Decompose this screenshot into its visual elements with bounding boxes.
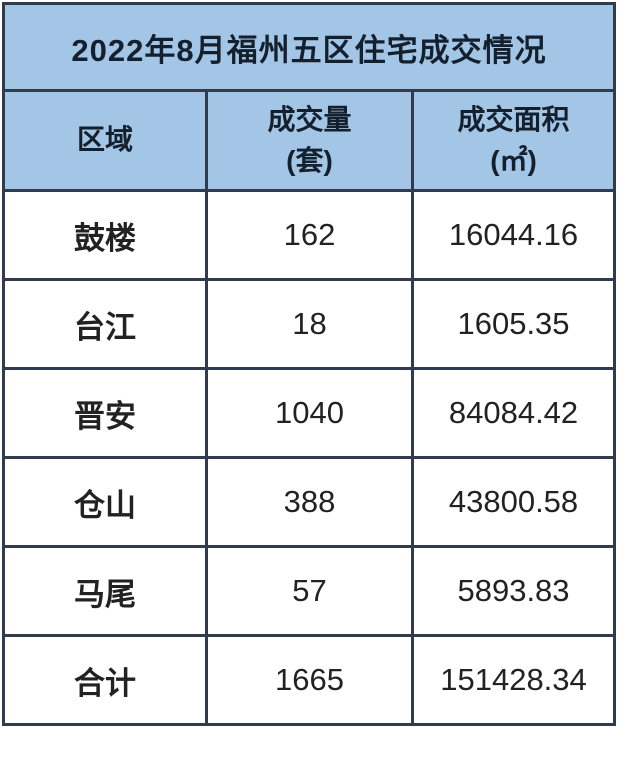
- table-row: 台江 18 1605.35: [2, 278, 617, 370]
- column-header-area-unit: (㎡): [490, 144, 537, 176]
- column-header-volume-label: 成交量: [267, 103, 352, 135]
- area-cell: 84084.42: [410, 367, 617, 459]
- title-row: 2022年8月福州五区住宅成交情况: [1, 2, 617, 92]
- volume-cell: 388: [205, 456, 414, 548]
- district-cell: 晋安: [2, 367, 208, 459]
- area-cell: 5893.83: [410, 545, 617, 637]
- district-cell: 马尾: [2, 545, 208, 637]
- area-cell-total: 151428.34: [410, 634, 617, 726]
- column-header-volume: 成交量 (套): [205, 89, 414, 192]
- volume-cell: 57: [205, 545, 414, 637]
- district-cell-total: 合计: [2, 634, 208, 726]
- area-cell: 16044.16: [410, 189, 617, 281]
- volume-cell: 1040: [205, 367, 414, 459]
- volume-cell-total: 1665: [205, 634, 414, 726]
- district-cell: 仓山: [2, 456, 208, 548]
- column-header-district: 区域: [2, 89, 208, 192]
- column-header-area-label: 成交面积: [457, 103, 570, 135]
- area-cell: 43800.58: [410, 456, 617, 548]
- area-cell: 1605.35: [410, 278, 617, 370]
- district-cell: 鼓楼: [2, 189, 208, 281]
- volume-cell: 162: [205, 189, 414, 281]
- district-cell: 台江: [2, 278, 208, 370]
- column-header-volume-unit: (套): [286, 144, 333, 176]
- volume-cell: 18: [205, 278, 414, 370]
- table-row: 晋安 1040 84084.42: [2, 367, 617, 459]
- header-row: 区域 成交量 (套) 成交面积 (㎡): [2, 89, 617, 192]
- table-row: 鼓楼 162 16044.16: [2, 189, 617, 281]
- column-header-district-label: 区域: [76, 124, 133, 156]
- page-title: 2022年8月福州五区住宅成交情况: [1, 2, 617, 92]
- table-row: 马尾 57 5893.83: [2, 545, 617, 637]
- transactions-table: 2022年8月福州五区住宅成交情况 区域 成交量 (套) 成交面积 (㎡) 鼓楼…: [1, 2, 617, 726]
- table-row: 仓山 388 43800.58: [2, 456, 617, 548]
- column-header-area: 成交面积 (㎡): [410, 89, 617, 192]
- table-row-total: 合计 1665 151428.34: [2, 634, 617, 726]
